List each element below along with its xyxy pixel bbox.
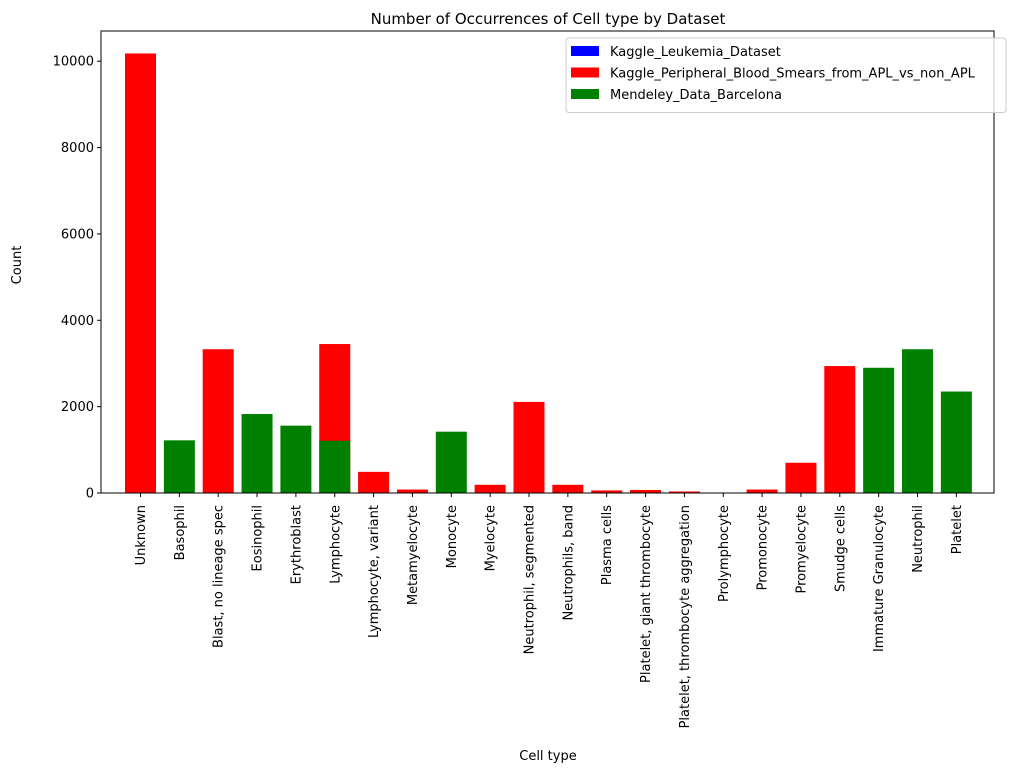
legend-swatch <box>571 46 599 56</box>
y-axis: 0 2000 4000 6000 8000 10000 <box>53 55 101 502</box>
bar <box>435 431 467 493</box>
x-tick-label: Promonocyte <box>756 505 771 590</box>
x-tick-label: Platelet <box>950 505 965 554</box>
x-tick-label: Unknown <box>134 505 149 565</box>
plot-frame <box>100 30 995 494</box>
x-tick-label: Platelet, thrombocyte aggregation <box>678 505 693 728</box>
x-tick-label: Myelocyte <box>484 505 499 571</box>
x-tick-label: Neutrophil <box>911 505 926 573</box>
x-tick-label: Monocyte <box>445 505 460 568</box>
x-tick-label: Neutrophil, segmented <box>523 505 538 654</box>
x-tick-label: Immature Granulocyte <box>872 505 887 652</box>
bar <box>668 491 700 493</box>
x-tick-label: Blast, no lineage spec <box>212 505 227 648</box>
x-tick-label: Plasma cells <box>600 505 615 585</box>
bar <box>824 366 856 493</box>
legend-swatch <box>571 67 599 78</box>
x-axis-label: Cell type <box>519 749 576 764</box>
x-tick-label: Platelet, giant thrombocyte <box>639 505 654 683</box>
bar <box>785 462 817 493</box>
bar <box>358 471 390 493</box>
x-tick-label: Promyelocyte <box>794 505 809 593</box>
bar <box>591 490 623 493</box>
x-tick-label: Eosinophil <box>251 505 266 571</box>
legend-label: Mendeley_Data_Barcelona <box>610 88 782 103</box>
bar <box>202 349 234 493</box>
y-axis-label: Count <box>10 246 25 285</box>
x-tick-label: Lymphocyte, variant <box>367 505 382 638</box>
y-tick-label: 4000 <box>61 314 94 329</box>
bar <box>163 440 195 493</box>
chart-title: Number of Occurrences of Cell type by Da… <box>371 10 726 28</box>
bar <box>552 484 584 493</box>
legend-box <box>565 37 1007 113</box>
bar <box>630 489 662 493</box>
bar <box>396 489 428 493</box>
bar <box>746 489 778 493</box>
legend-label: Kaggle_Leukemia_Dataset <box>610 45 781 60</box>
x-tick-label: Erythroblast <box>289 505 304 584</box>
x-tick-label: Neutrophils, band <box>561 505 576 621</box>
x-tick-label: Metamyelocyte <box>406 505 421 605</box>
bar <box>940 391 972 493</box>
x-tick-label: Basophil <box>173 505 188 560</box>
legend: Kaggle_Leukemia_Dataset Kaggle_Peripheral… <box>565 37 1007 113</box>
x-axis: Unknown Basophil Blast, no lineage spec Eos… <box>134 493 965 728</box>
legend-label: Kaggle_Peripheral_Blood_Smears_from_APL_… <box>610 67 976 82</box>
y-tick-label: 6000 <box>61 227 94 242</box>
bar <box>280 425 312 493</box>
plot-area: 0 2000 4000 6000 8000 10000 Unknown Basophil Bl… <box>53 30 995 728</box>
bar <box>319 440 351 493</box>
x-tick-label: Lymphocyte <box>328 505 343 584</box>
x-tick-label: Prolymphocyte <box>717 505 732 602</box>
bar <box>241 413 273 493</box>
y-tick-label: 10000 <box>53 55 94 70</box>
y-tick-label: 0 <box>86 487 94 502</box>
bar <box>863 367 895 493</box>
bar <box>125 53 156 494</box>
y-tick-label: 2000 <box>61 400 94 415</box>
y-tick-label: 8000 <box>61 141 94 156</box>
legend-swatch <box>571 89 599 99</box>
bar <box>513 401 545 493</box>
x-tick-label: Smudge cells <box>833 505 848 592</box>
bar <box>474 484 506 493</box>
bar <box>902 349 933 493</box>
bars-layer <box>125 53 972 494</box>
